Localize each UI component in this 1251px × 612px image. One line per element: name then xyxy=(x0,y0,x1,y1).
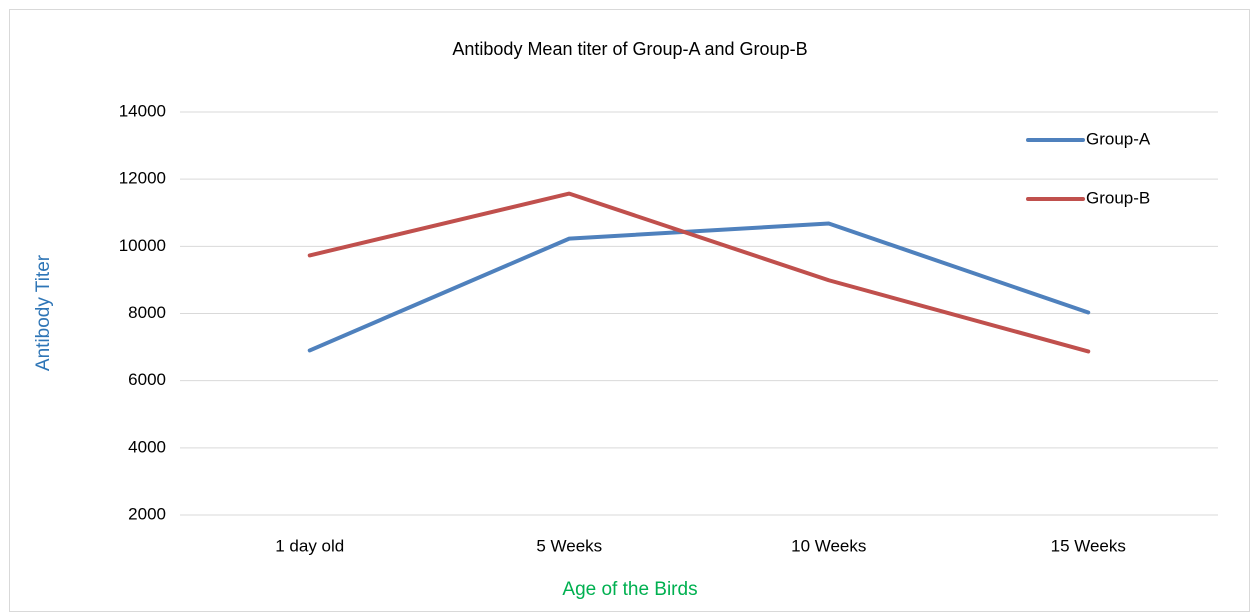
y-axis-label: Antibody Titer xyxy=(33,254,54,371)
line-series xyxy=(307,191,1091,354)
line-series xyxy=(307,221,1091,353)
y-tick-label: 4000 xyxy=(128,437,166,456)
x-axis-label: Age of the Birds xyxy=(562,579,697,600)
x-tick-label: 15 Weeks xyxy=(1051,536,1126,555)
chart-border xyxy=(9,9,1250,612)
x-tick-label: 1 day old xyxy=(275,536,344,555)
y-tick-label: 10000 xyxy=(119,236,166,255)
x-tick-label: 5 Weeks xyxy=(536,536,602,555)
y-tick-label: 6000 xyxy=(128,370,166,389)
x-tick-label: 10 Weeks xyxy=(791,536,866,555)
legend-label: Group-B xyxy=(1086,188,1150,207)
legend-label: Group-A xyxy=(1086,129,1151,148)
y-tick-label: 8000 xyxy=(128,303,166,322)
chart-title: Antibody Mean titer of Group-A and Group… xyxy=(452,39,807,59)
y-tick-label: 14000 xyxy=(119,101,166,120)
y-tick-label: 12000 xyxy=(119,169,166,188)
y-tick-label: 2000 xyxy=(128,504,166,523)
